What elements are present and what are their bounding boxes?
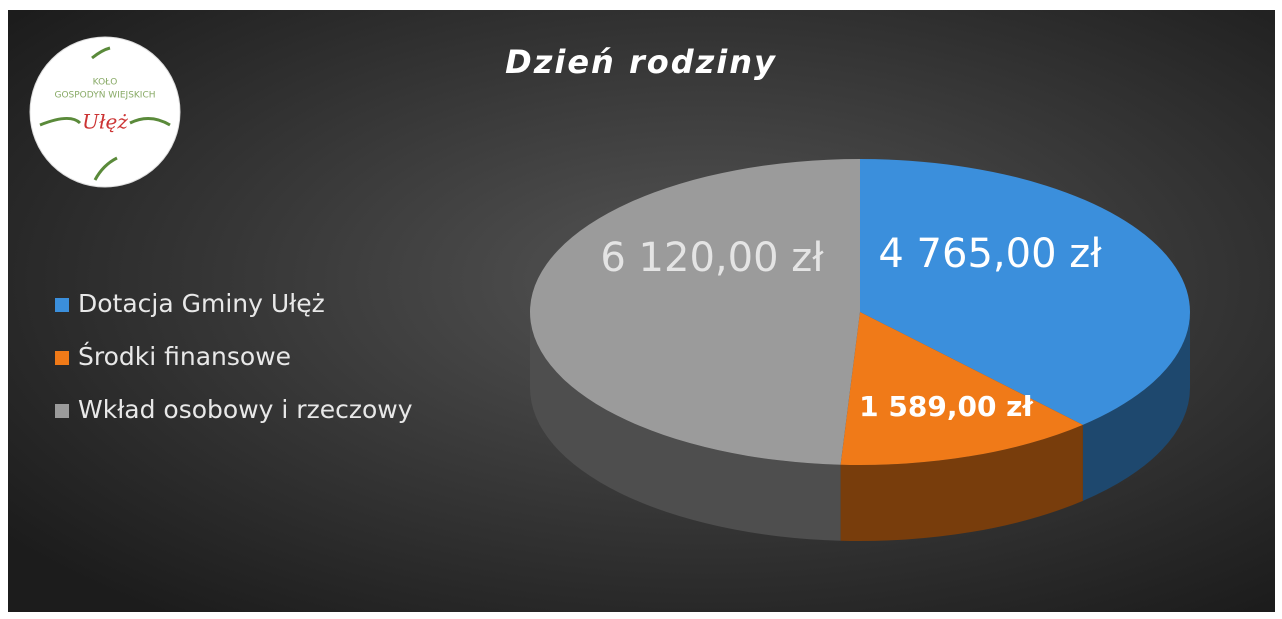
data-label: 4 765,00 zł	[878, 231, 1102, 277]
logo-text: KOŁO	[93, 78, 118, 88]
slice	[529, 159, 860, 465]
slice	[860, 159, 1190, 425]
logo-ornament	[91, 46, 118, 181]
legend-label: Środki finansowe	[78, 341, 291, 371]
legend-swatch	[55, 404, 69, 418]
logo-ornament	[39, 117, 171, 127]
slice-side	[530, 312, 841, 541]
data-label: 1 589,00 zł	[859, 390, 1033, 423]
legend-swatch	[55, 351, 69, 365]
chart-title: Dzień rodziny	[505, 43, 777, 81]
legend-label: Dotacja Gminy Ułęż	[78, 289, 325, 318]
legend-swatch	[55, 298, 69, 312]
slice-side	[1082, 312, 1190, 501]
slice	[840, 312, 1083, 465]
logo	[29, 36, 181, 188]
logo-text: GOSPODYŃ WIEJSKICH	[54, 89, 155, 101]
data-label: 6 120,00 zł	[600, 235, 824, 281]
slice-side	[840, 424, 1083, 541]
legend-label: Wkład osobowy i rzeczowy	[78, 395, 413, 424]
logo-text: Ułęż	[82, 110, 128, 134]
